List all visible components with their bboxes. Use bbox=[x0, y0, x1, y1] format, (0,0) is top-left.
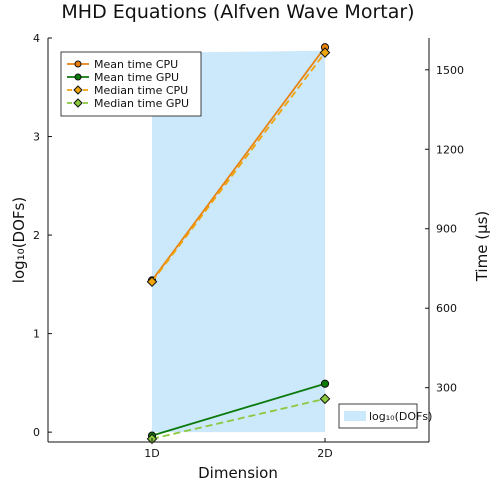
right-tick-label: 900 bbox=[436, 223, 457, 236]
data-point-median-time-cpu bbox=[319, 47, 331, 58]
right-tick-label: 1500 bbox=[436, 64, 464, 77]
legend-label-mean-time-gpu: Mean time GPU bbox=[94, 71, 179, 84]
series-line-median-time-gpu bbox=[151, 397, 326, 440]
legend-marker-mean-time-cpu bbox=[74, 60, 82, 68]
series-line-median-time-cpu bbox=[151, 52, 326, 283]
right-tick-label: 1200 bbox=[436, 143, 464, 156]
legend-label-median-time-gpu: Median time GPU bbox=[94, 97, 189, 110]
legend-area-swatch bbox=[344, 411, 366, 421]
legend-box bbox=[60, 51, 202, 117]
left-axis-ticks: 0 1 2 3 4 bbox=[33, 32, 52, 439]
legend-marker-median-time-cpu bbox=[73, 85, 83, 95]
area-band bbox=[152, 50, 325, 433]
area-layer bbox=[152, 50, 325, 433]
series-line-mean-time-cpu bbox=[151, 46, 326, 281]
series-line-mean-time-gpu bbox=[151, 382, 326, 437]
left-tick-label: 4 bbox=[33, 32, 40, 45]
right-tick-label: 300 bbox=[436, 382, 457, 395]
series-median-time-cpu bbox=[146, 47, 331, 288]
x-axis-label: Dimension bbox=[198, 464, 278, 482]
data-point-median-time-cpu bbox=[146, 276, 158, 288]
legend-marker-median-time-gpu bbox=[73, 98, 83, 108]
legend-marker-mean-time-gpu bbox=[74, 73, 82, 81]
legend-label-median-time-cpu: Median time CPU bbox=[94, 84, 188, 97]
y-axis-label-left: log₁₀(DOFs) bbox=[10, 197, 28, 283]
legend-area: log₁₀(DOFs) bbox=[338, 403, 432, 429]
left-tick-label: 1 bbox=[33, 328, 40, 341]
data-point-mean-time-gpu bbox=[320, 379, 330, 388]
left-tick-label: 0 bbox=[33, 426, 40, 439]
data-point-median-time-gpu bbox=[319, 393, 331, 405]
left-tick-label: 2 bbox=[33, 229, 40, 242]
chart-title: MHD Equations (Alfven Wave Mortar) bbox=[61, 1, 414, 23]
x-tick-label: 1D bbox=[144, 447, 159, 460]
x-tick-label: 2D bbox=[317, 447, 332, 460]
x-axis-ticks: 1D 2D bbox=[144, 438, 333, 460]
y-axis-label-right: Time (μs) bbox=[473, 211, 491, 283]
left-tick-label: 3 bbox=[33, 131, 40, 144]
series-layer bbox=[146, 43, 331, 445]
legend-label-mean-time-cpu: Mean time CPU bbox=[94, 58, 178, 71]
right-axis-ticks: 300 600 900 1200 1500 bbox=[425, 64, 464, 395]
right-tick-label: 600 bbox=[436, 302, 457, 315]
plot-frame bbox=[47, 38, 430, 443]
legend-area-label: log₁₀(DOFs) bbox=[369, 410, 432, 423]
